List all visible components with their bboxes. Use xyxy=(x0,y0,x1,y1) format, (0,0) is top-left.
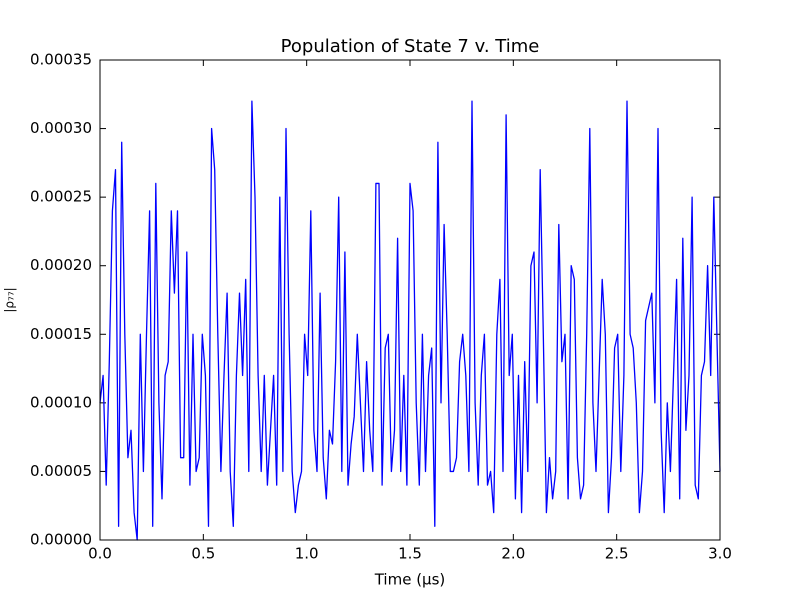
y-tick-label: 0.00020 xyxy=(30,256,92,274)
x-tick-label: 3.0 xyxy=(708,545,732,563)
x-tick-label: 0.5 xyxy=(191,545,215,563)
x-tick-label: 2.5 xyxy=(605,545,629,563)
y-tick-label: 0.00005 xyxy=(30,462,92,480)
y-tick-label: 0.00025 xyxy=(30,188,92,206)
x-tick-label: 1.0 xyxy=(295,545,319,563)
y-axis-label: |ρ₇₇| xyxy=(3,287,17,312)
x-tick-label: 2.0 xyxy=(501,545,525,563)
y-tick-label: 0.00010 xyxy=(30,393,92,411)
y-tick-label: 0.00015 xyxy=(30,325,92,343)
data-line xyxy=(99,100,721,541)
y-tick-label: 0.00000 xyxy=(30,531,92,549)
plot-frame xyxy=(99,59,721,541)
y-tick-label: 0.00030 xyxy=(30,119,92,137)
y-tick-label: 0.00035 xyxy=(30,51,92,69)
x-tick-label: 0.0 xyxy=(88,545,112,563)
chart-title: Population of State 7 v. Time xyxy=(281,36,540,57)
x-axis-label: Time (μs) xyxy=(374,571,446,589)
x-tick-label: 1.5 xyxy=(398,545,422,563)
